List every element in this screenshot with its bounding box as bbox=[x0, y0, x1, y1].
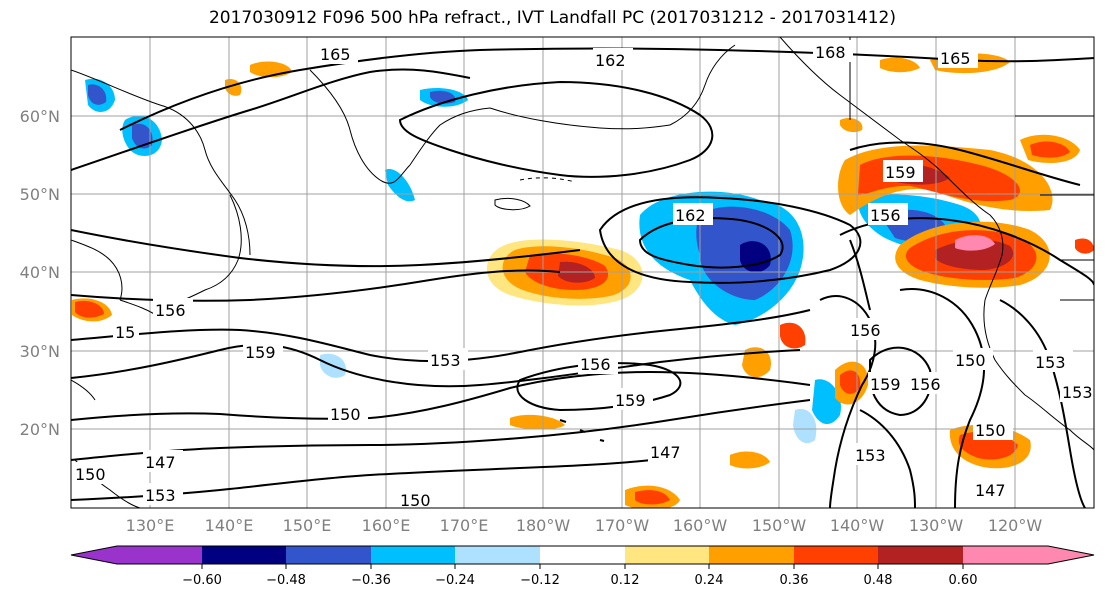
contour-label: 156 bbox=[155, 301, 186, 320]
colorbar-bin bbox=[455, 546, 540, 564]
contour-label: 162 bbox=[675, 206, 706, 225]
contour-label: 150 bbox=[975, 421, 1006, 440]
colorbar-tick-label: 0.12 bbox=[611, 573, 640, 588]
contour-label: 156 bbox=[870, 206, 901, 225]
colorbar-tick-label: −0.60 bbox=[182, 573, 222, 588]
contour-label: 147 bbox=[650, 443, 681, 462]
colorbar-bin bbox=[878, 546, 963, 564]
contour-label: 150 bbox=[75, 465, 106, 484]
lat-label: 20°N bbox=[20, 420, 60, 439]
contour-label: 159 bbox=[245, 343, 276, 362]
lat-label: 60°N bbox=[20, 107, 60, 126]
colorbar-extend-high bbox=[1048, 546, 1094, 564]
lon-label: 150°W bbox=[752, 516, 807, 535]
colorbar-tick-label: 0.24 bbox=[695, 573, 724, 588]
colorbar-bin bbox=[286, 546, 371, 564]
lon-label: 170°W bbox=[595, 516, 650, 535]
contour-label: 153 bbox=[1035, 353, 1066, 372]
contour-labels: 165 162 168 165 162 159 156 156 15 159 1… bbox=[73, 40, 1094, 510]
colorbar-bin bbox=[540, 546, 625, 564]
colorbar-bin bbox=[625, 546, 709, 564]
colorbar-tick-label: 0.48 bbox=[864, 573, 893, 588]
contour-label: 159 bbox=[885, 163, 916, 182]
colorbar-bin bbox=[202, 546, 286, 564]
lon-label: 180°W bbox=[516, 516, 571, 535]
map-title: 2017030912 F096 500 hPa refract., IVT La… bbox=[208, 8, 896, 28]
lon-label: 120°W bbox=[988, 516, 1043, 535]
contour-label: 156 bbox=[910, 375, 941, 394]
lon-label: 160°W bbox=[673, 516, 728, 535]
contour-label: 168 bbox=[815, 43, 846, 62]
colorbar-bin bbox=[963, 546, 1048, 564]
colorbar-tick-label: 0.36 bbox=[780, 573, 809, 588]
contour-label: 153 bbox=[430, 351, 461, 370]
colorbar-tick-label: −0.12 bbox=[520, 573, 560, 588]
contour-label: 147 bbox=[975, 481, 1006, 500]
contour-label: 165 bbox=[320, 45, 351, 64]
colorbar-extend-low bbox=[71, 546, 117, 564]
height-contours bbox=[71, 47, 1094, 508]
coastlines bbox=[71, 37, 1094, 508]
colorbar-bin bbox=[794, 546, 878, 564]
lat-label: 40°N bbox=[20, 263, 60, 282]
contour-label: 153 bbox=[1062, 383, 1093, 402]
contour-label: 159 bbox=[870, 375, 901, 394]
lon-label: 140°E bbox=[205, 516, 254, 535]
lon-label: 140°W bbox=[830, 516, 885, 535]
contour-label: 159 bbox=[615, 391, 646, 410]
colorbar-tick-label: −0.36 bbox=[351, 573, 391, 588]
colorbar-tick-label: −0.24 bbox=[435, 573, 475, 588]
map-border bbox=[70, 36, 1095, 509]
colorbar-tick-label: 0.60 bbox=[949, 573, 978, 588]
contour-label: 15 bbox=[115, 323, 135, 342]
contour-label: 153 bbox=[145, 486, 176, 505]
contour-label: 162 bbox=[595, 51, 626, 70]
longitude-labels: 130°E 140°E 150°E 160°E 170°E 180°W 170°… bbox=[126, 516, 1043, 535]
colorbar-tick-label: −0.48 bbox=[266, 573, 306, 588]
colorbar-bin bbox=[709, 546, 794, 564]
lat-label: 50°N bbox=[20, 185, 60, 204]
lat-label: 30°N bbox=[20, 342, 60, 361]
colorbar-bin bbox=[371, 546, 455, 564]
colorbar: −0.60 −0.48 −0.36 −0.24 −0.12 0.12 0.24 … bbox=[70, 545, 1095, 588]
contour-label: 147 bbox=[145, 453, 176, 472]
contour-label: 165 bbox=[940, 49, 971, 68]
lon-label: 130°W bbox=[909, 516, 964, 535]
contour-label: 150 bbox=[400, 491, 431, 510]
contour-label: 153 bbox=[855, 446, 886, 465]
contour-label: 150 bbox=[955, 351, 986, 370]
lon-label: 170°E bbox=[440, 516, 489, 535]
contour-label: 150 bbox=[330, 405, 361, 424]
contour-label: 156 bbox=[850, 321, 881, 340]
contour-label: 156 bbox=[580, 355, 611, 374]
lon-label: 160°E bbox=[362, 516, 411, 535]
latitude-labels: 60°N 50°N 40°N 30°N 20°N bbox=[20, 107, 60, 439]
lon-label: 150°E bbox=[283, 516, 332, 535]
colorbar-bin bbox=[117, 546, 202, 564]
lon-label: 130°E bbox=[126, 516, 175, 535]
